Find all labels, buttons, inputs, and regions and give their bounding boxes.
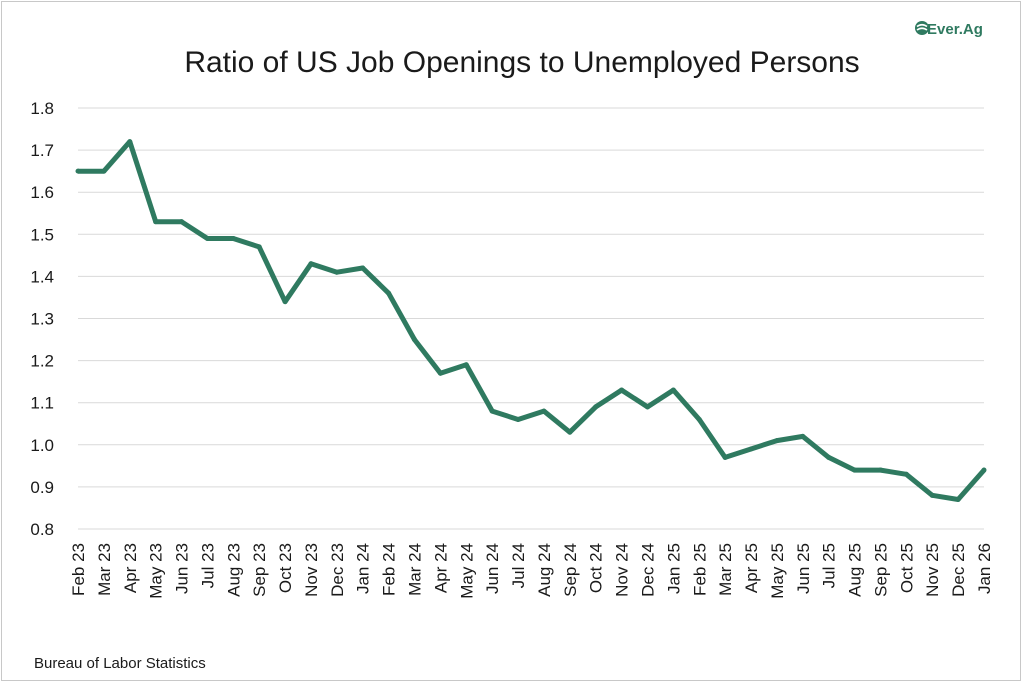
series-line [78,139,986,502]
data-point [515,417,521,423]
x-tick-label: Feb 23 [69,543,88,596]
x-tick-label: Dec 24 [638,543,657,597]
data-point [981,467,987,473]
x-tick-label: Apr 25 [742,543,761,593]
data-point [204,236,210,242]
y-axis-ticks: 0.8 0.9 1.0 1.1 1.2 1.3 1.4 1.5 1.6 1.7 1.8 [30,99,54,539]
y-tick-label: 1.8 [30,99,54,118]
x-tick-label: May 23 [147,543,166,599]
x-tick-label: Oct 23 [276,543,295,593]
data-point [670,387,676,393]
data-point [748,446,754,452]
data-point [127,139,133,145]
x-tick-label: Apr 23 [121,543,140,593]
x-tick-label: Feb 24 [380,543,399,596]
data-point [308,261,314,267]
y-tick-label: 0.8 [30,520,54,539]
data-point [593,404,599,410]
x-tick-label: Apr 24 [431,543,450,593]
x-tick-label: Nov 23 [302,543,321,597]
x-tick-label: May 24 [457,543,476,599]
y-tick-label: 1.2 [30,352,54,371]
y-tick-label: 0.9 [30,478,54,497]
data-point [955,497,961,503]
x-tick-label: Jun 24 [483,543,502,594]
x-tick-label: Dec 25 [949,543,968,597]
logo-text: Ever.Ag [927,21,983,38]
x-tick-label: Aug 25 [846,543,865,597]
data-point [644,404,650,410]
y-tick-label: 1.6 [30,183,54,202]
x-tick-label: Jul 25 [820,543,839,588]
data-point [619,387,625,393]
x-tick-label: Jul 23 [198,543,217,588]
data-point [852,467,858,473]
data-point [696,417,702,423]
y-tick-label: 1.5 [30,225,54,244]
x-tick-label: Aug 23 [224,543,243,597]
x-tick-label: Jun 25 [794,543,813,594]
data-point [360,265,366,271]
gridlines [78,107,984,530]
x-tick-label: Feb 25 [690,543,709,596]
data-point [463,362,469,368]
x-tick-label: Jan 25 [664,543,683,594]
data-point [800,433,806,439]
x-tick-label: Dec 23 [328,543,347,597]
logo: Ever.Ag [915,21,983,38]
x-tick-label: Mar 24 [406,543,425,596]
y-tick-label: 1.7 [30,141,54,160]
x-axis-ticks: Feb 23 Mar 23 Apr 23 May 23 Jun 23 Jul 23 Aug … [69,543,994,599]
data-point [412,337,418,343]
data-point [437,370,443,376]
data-point [541,408,547,414]
x-tick-label: Sep 23 [250,543,269,597]
data-point [282,299,288,305]
series-layer [75,139,987,503]
x-tick-label: Mar 25 [716,543,735,596]
data-point [489,408,495,414]
data-point [75,168,81,174]
data-point [826,454,832,460]
x-tick-label: Sep 24 [561,543,580,597]
x-tick-label: May 25 [768,543,787,599]
data-point [179,219,185,225]
data-point [774,438,780,444]
data-point [722,454,728,460]
x-tick-label: Mar 23 [95,543,114,596]
x-tick-label: Jan 24 [354,543,373,594]
source-note: Bureau of Labor Statistics [34,655,206,672]
data-point [386,290,392,296]
data-point [877,467,883,473]
x-tick-label: Jun 23 [173,543,192,594]
x-tick-label: Jul 24 [509,543,528,588]
x-tick-label: Nov 25 [923,543,942,597]
x-tick-label: Sep 25 [871,543,890,597]
x-tick-label: Nov 24 [613,543,632,597]
data-point [230,236,236,242]
y-tick-label: 1.1 [30,394,54,413]
ever-ag-logo-icon [915,21,929,35]
x-tick-label: Oct 24 [587,543,606,593]
y-tick-label: 1.3 [30,310,54,329]
data-point [903,471,909,477]
data-point [334,269,340,275]
y-tick-label: 1.0 [30,436,54,455]
data-point [256,244,262,250]
data-point [153,219,159,225]
x-tick-label: Oct 25 [897,543,916,593]
y-tick-label: 1.4 [30,267,54,286]
chart-title: Ratio of US Job Openings to Unemployed P… [184,46,859,79]
x-tick-label: Aug 24 [535,543,554,597]
data-point [101,168,107,174]
data-point [567,429,573,435]
x-tick-label: Jan 26 [975,543,994,594]
data-point [929,492,935,498]
